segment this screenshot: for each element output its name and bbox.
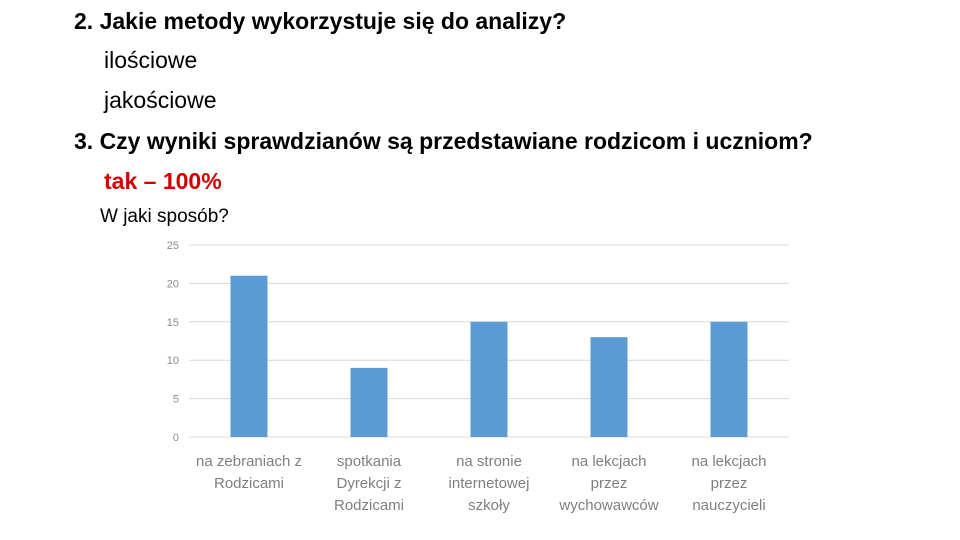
followup-question: W jaki sposób?	[100, 206, 229, 227]
x-category-label: spotkania Dyrekcji z Rodzicami	[334, 453, 404, 514]
y-tick-label: 0	[173, 432, 179, 444]
y-tick-label: 15	[167, 317, 179, 329]
bar	[710, 321, 748, 437]
bar	[590, 337, 628, 437]
x-axis: na zebraniach z Rodzicami spotkania Dyrekcj…	[196, 453, 766, 514]
question-2: 2. Jakie metody wykorzystuje się do anal…	[74, 8, 567, 34]
y-tick-label: 25	[167, 240, 179, 252]
bar	[230, 275, 268, 437]
x-category-label: na zebraniach z Rodzicami	[196, 453, 302, 492]
x-category-label: na lekcjach przez wychowawców	[558, 453, 658, 514]
answer-yes-percent: tak – 100%	[104, 168, 222, 194]
y-axis: 0 5 10 15 20 25	[167, 240, 179, 444]
bar	[470, 321, 508, 437]
y-tick-label: 20	[167, 278, 179, 290]
x-category-label: na stronie internetowej szkoły	[449, 453, 530, 514]
chart-bars	[230, 275, 748, 437]
answer-qualitative: jakościowe	[104, 87, 217, 113]
y-tick-label: 10	[167, 355, 179, 367]
y-tick-label: 5	[173, 394, 179, 406]
bar	[350, 367, 388, 437]
question-3: 3. Czy wyniki sprawdzianów są przedstawi…	[74, 128, 813, 154]
answer-quantitative: ilościowe	[104, 47, 198, 73]
x-category-label: na lekcjach przez nauczycieli	[691, 453, 766, 514]
